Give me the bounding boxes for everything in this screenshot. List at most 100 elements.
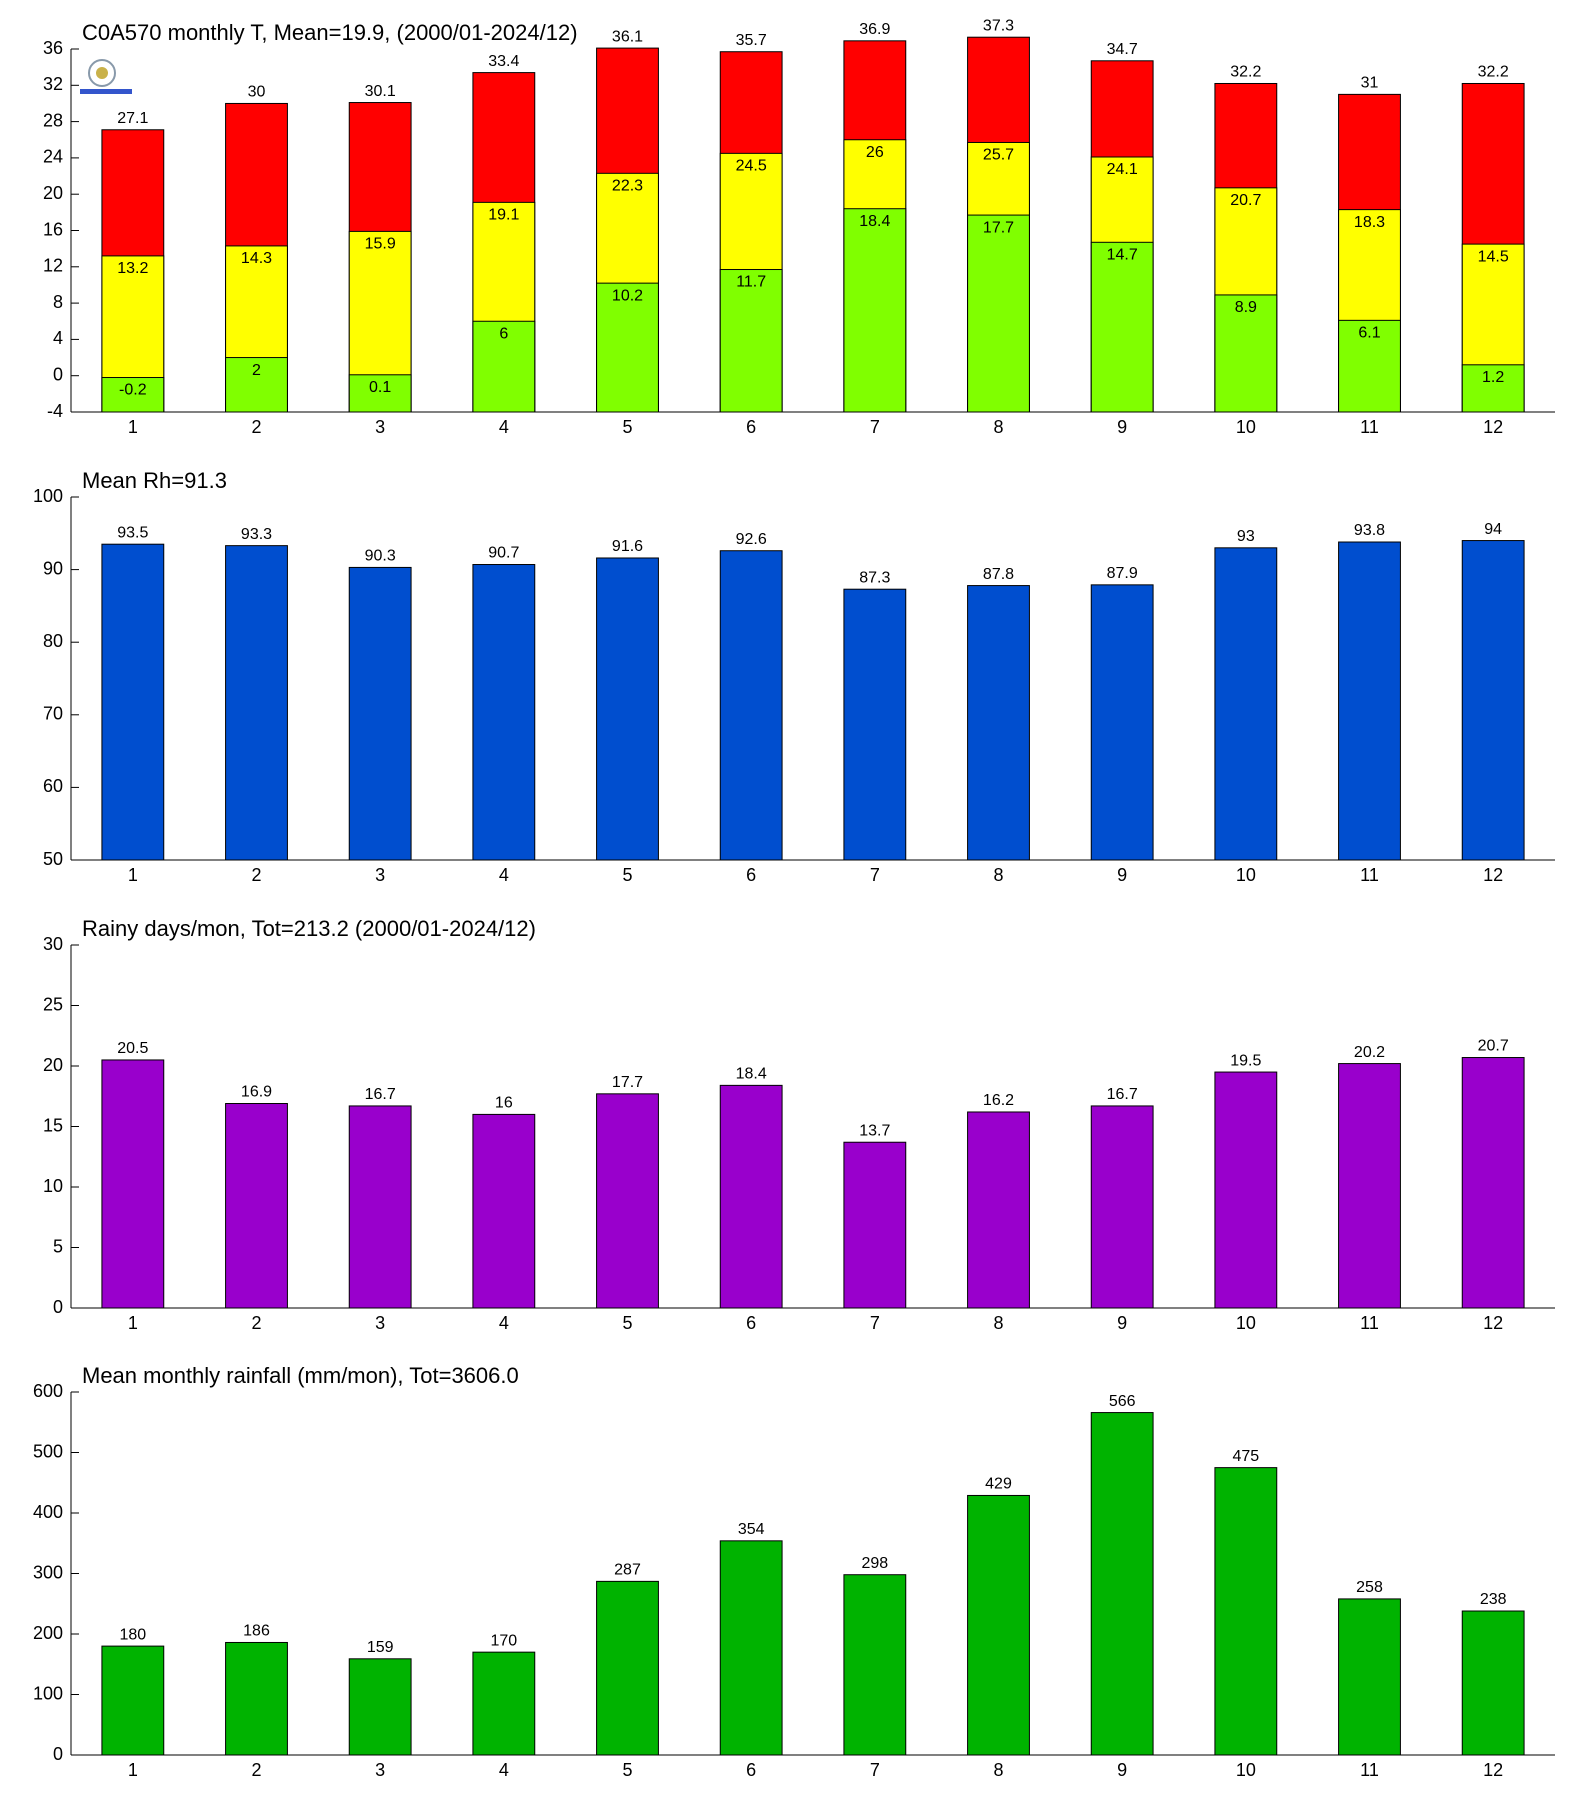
y-tick-label: 28 [43,110,63,130]
value-label: 6.1 [1358,325,1380,342]
bar [1090,584,1154,861]
bar [596,282,659,413]
x-tick-label: 3 [375,1760,385,1780]
x-tick-label: 2 [251,1313,261,1333]
value-label: 16.7 [365,1086,396,1103]
value-label: 11.7 [736,274,766,291]
x-tick-label: 10 [1236,1313,1256,1333]
bar [101,377,165,413]
x-tick-label: 8 [993,1313,1003,1333]
bar [719,550,783,861]
y-tick-label: 10 [43,1176,63,1196]
bar [719,1540,783,1756]
x-tick-label: 7 [870,1313,880,1333]
value-label: 93.5 [117,524,148,541]
x-tick-label: 6 [746,1760,756,1780]
value-label: 35.7 [736,32,767,49]
y-tick-label: 100 [33,1683,63,1703]
bar [967,1111,1030,1309]
chart-title: Mean monthly rainfall (mm/mon), Tot=3606… [82,1363,519,1388]
y-tick-label: 16 [43,219,63,239]
y-tick-label: 600 [33,1381,63,1401]
x-tick-label: 7 [870,865,880,885]
bar [719,1084,783,1309]
y-tick-label: 20 [43,1055,63,1075]
y-tick-label: 500 [33,1441,63,1461]
y-tick-label: 80 [43,631,63,651]
value-label: 36.1 [612,28,643,45]
x-tick-label: 7 [870,417,880,437]
bar [101,1059,165,1309]
value-label: 475 [1232,1448,1259,1465]
value-label: 22.3 [612,178,643,195]
value-label: 20.7 [1230,192,1261,209]
y-tick-label: 15 [43,1115,63,1135]
value-label: 26 [866,144,884,161]
y-tick-label: 8 [53,292,63,312]
value-label: 13.7 [859,1122,890,1139]
y-tick-label: 25 [43,994,63,1014]
value-label: 37.3 [983,17,1014,34]
y-tick-label: 36 [43,38,63,58]
value-label: 16.7 [1107,1086,1138,1103]
bar [348,1105,412,1309]
value-label: 429 [985,1476,1012,1493]
value-label: 13.2 [117,260,148,277]
x-tick-label: 6 [746,865,756,885]
x-tick-label: 11 [1360,1313,1379,1333]
y-tick-label: 100 [33,486,63,506]
value-label: 1.2 [1482,369,1504,386]
value-label: 20.7 [1478,1038,1509,1055]
x-tick-label: 8 [993,865,1003,885]
value-label: 298 [861,1555,888,1572]
bar [843,208,907,413]
bar [1214,294,1278,413]
x-tick-label: 2 [251,417,261,437]
x-tick-label: 1 [128,865,138,885]
x-tick-label: 3 [375,1313,385,1333]
bar [596,1093,659,1309]
value-label: 33.4 [488,53,519,70]
y-tick-label: 20 [43,183,63,203]
x-tick-label: 10 [1236,865,1256,885]
value-label: 34.7 [1107,41,1138,58]
value-label: 19.5 [1230,1052,1261,1069]
y-tick-label: -4 [47,401,63,421]
x-tick-label: 5 [622,865,632,885]
value-label: 18.3 [1354,214,1385,231]
value-label: 93.3 [241,526,272,543]
x-tick-label: 2 [251,865,261,885]
x-tick-label: 4 [499,1760,509,1780]
x-tick-label: 6 [746,1313,756,1333]
value-label: 566 [1109,1393,1136,1410]
bar [843,1141,907,1309]
x-tick-label: 5 [622,1313,632,1333]
y-tick-label: 0 [53,1744,63,1764]
logo [80,59,132,94]
value-label: 30 [248,84,266,101]
x-tick-label: 9 [1117,1313,1127,1333]
x-tick-label: 1 [128,1313,138,1333]
y-tick-label: 12 [43,256,63,276]
value-label: 6 [499,325,508,342]
value-label: 90.7 [488,545,519,562]
x-tick-label: 9 [1117,1760,1127,1780]
x-tick-label: 7 [870,1760,880,1780]
bar [1338,319,1401,413]
x-tick-label: 4 [499,865,509,885]
y-tick-label: 300 [33,1562,63,1582]
value-label: 36.9 [859,21,890,38]
x-tick-label: 4 [499,417,509,437]
value-label: 14.5 [1478,248,1509,265]
value-label: 30.1 [365,83,396,100]
bar [472,1651,536,1756]
x-tick-label: 11 [1360,865,1379,885]
value-label: 94 [1484,521,1502,538]
x-tick-label: 1 [128,417,138,437]
x-tick-label: 10 [1236,1760,1256,1780]
bar [1214,1071,1278,1309]
value-label: 93 [1237,528,1255,545]
value-label: 20.2 [1354,1044,1385,1061]
chart-title: Mean Rh=91.3 [82,468,227,493]
value-label: 0.1 [369,379,391,396]
